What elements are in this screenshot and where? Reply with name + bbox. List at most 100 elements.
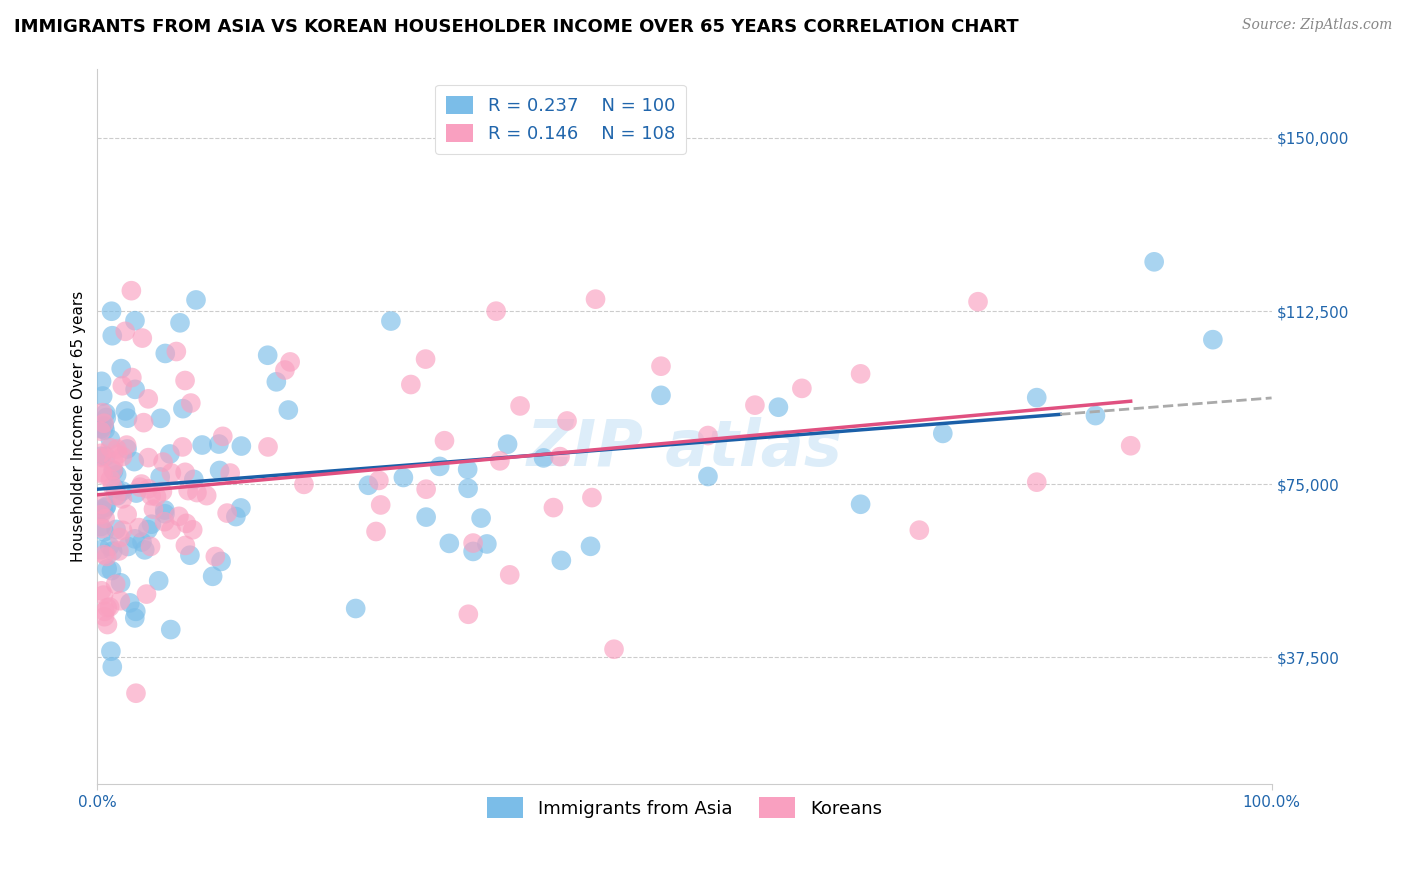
Point [136,523,159,537]
Point [967,294,990,309]
Point [439,536,461,550]
Point [90,583,112,598]
Point [114,324,136,338]
Point [364,524,387,539]
Point [277,403,299,417]
Point [211,429,233,443]
Point [96,600,118,615]
Point [172,440,194,454]
Point [110,593,132,607]
Point [533,450,555,465]
Point [107,489,129,503]
Point [208,463,231,477]
Point [98,441,121,455]
Point [357,478,380,492]
Point [174,465,197,479]
Point [101,463,124,477]
Point [131,477,153,491]
Point [131,535,153,549]
Point [124,383,146,397]
Point [219,466,242,480]
Point [90,374,112,388]
Text: Source: ZipAtlas.com: Source: ZipAtlas.com [1241,18,1392,32]
Point [105,523,128,537]
Point [790,381,813,395]
Point [231,439,253,453]
Point [201,569,224,583]
Point [136,392,159,406]
Point [1025,391,1047,405]
Point [167,509,190,524]
Point [91,406,114,420]
Point [159,623,181,637]
Point [90,508,112,522]
Point [932,426,955,441]
Point [136,482,159,496]
Point [93,504,115,518]
Point [91,389,114,403]
Point [93,416,115,430]
Point [117,540,139,554]
Point [111,523,134,537]
Point [266,375,288,389]
Point [543,500,565,515]
Point [110,361,132,376]
Point [697,469,720,483]
Point [485,304,508,318]
Point [433,434,456,448]
Point [90,450,112,464]
Point [108,531,131,545]
Point [104,577,127,591]
Point [370,498,392,512]
Point [96,562,118,576]
Point [159,447,181,461]
Point [118,596,141,610]
Point [461,536,484,550]
Point [125,604,148,618]
Point [94,423,117,437]
Point [90,542,112,557]
Point [105,467,128,482]
Point [93,548,115,562]
Point [101,328,124,343]
Point [100,644,122,658]
Point [98,432,121,446]
Y-axis label: Householder Income Over 65 years: Householder Income Over 65 years [72,291,86,562]
Point [145,490,167,504]
Point [457,481,479,495]
Point [174,516,197,531]
Point [153,503,176,517]
Point [184,293,207,307]
Point [117,411,139,425]
Point [697,428,720,442]
Point [139,540,162,554]
Point [125,486,148,500]
Point [122,454,145,468]
Point [93,609,115,624]
Point [169,316,191,330]
Point [90,502,112,516]
Point [90,466,112,480]
Point [177,483,200,498]
Point [415,510,437,524]
Point [98,600,121,615]
Point [152,484,174,499]
Point [1143,255,1166,269]
Point [475,537,498,551]
Point [101,479,124,493]
Point [90,421,112,435]
Point [153,507,176,521]
Point [1084,409,1107,423]
Point [174,374,197,388]
Point [908,523,931,537]
Point [111,491,134,506]
Point [125,686,148,700]
Text: ZIP atlas: ZIP atlas [526,417,842,479]
Point [208,437,231,451]
Point [93,524,115,539]
Point [101,660,124,674]
Point [132,416,155,430]
Point [104,488,127,502]
Point [650,388,672,402]
Point [1202,333,1225,347]
